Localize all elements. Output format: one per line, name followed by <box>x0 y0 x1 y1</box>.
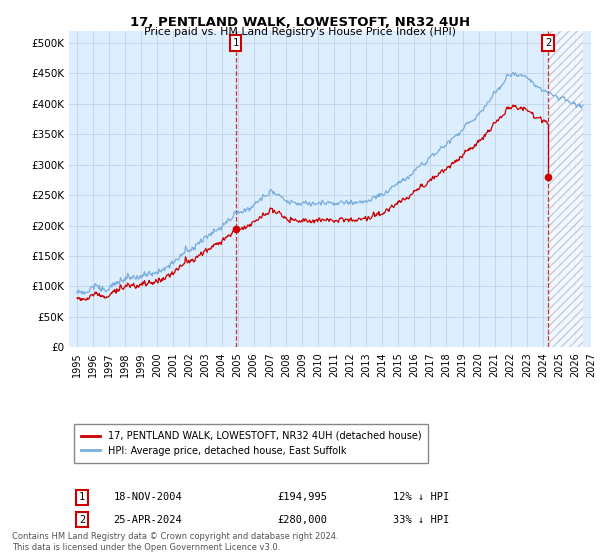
Text: 17, PENTLAND WALK, LOWESTOFT, NR32 4UH: 17, PENTLAND WALK, LOWESTOFT, NR32 4UH <box>130 16 470 29</box>
Text: Contains HM Land Registry data © Crown copyright and database right 2024.
This d: Contains HM Land Registry data © Crown c… <box>12 532 338 552</box>
Text: Price paid vs. HM Land Registry's House Price Index (HPI): Price paid vs. HM Land Registry's House … <box>144 27 456 37</box>
Text: £280,000: £280,000 <box>278 515 328 525</box>
Text: 33% ↓ HPI: 33% ↓ HPI <box>392 515 449 525</box>
Text: 25-APR-2024: 25-APR-2024 <box>113 515 182 525</box>
Text: 2: 2 <box>545 38 551 48</box>
Text: 2: 2 <box>79 515 85 525</box>
Text: 18-NOV-2004: 18-NOV-2004 <box>113 492 182 502</box>
Text: 1: 1 <box>233 38 239 48</box>
Text: 12% ↓ HPI: 12% ↓ HPI <box>392 492 449 502</box>
Text: 1: 1 <box>79 492 85 502</box>
Legend: 17, PENTLAND WALK, LOWESTOFT, NR32 4UH (detached house), HPI: Average price, det: 17, PENTLAND WALK, LOWESTOFT, NR32 4UH (… <box>74 424 428 463</box>
Text: £194,995: £194,995 <box>278 492 328 502</box>
